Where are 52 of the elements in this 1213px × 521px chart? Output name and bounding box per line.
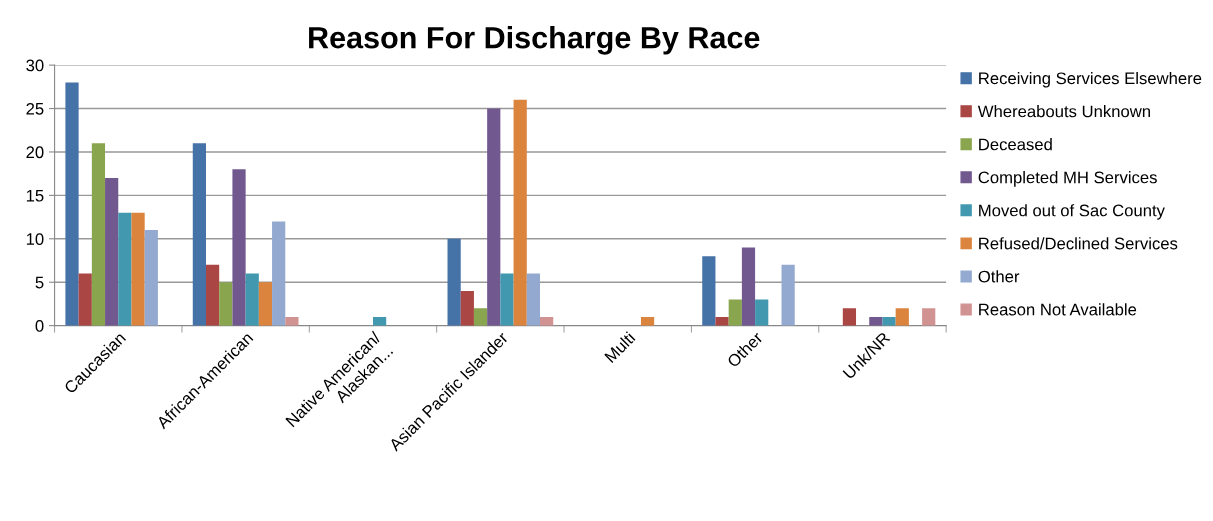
bar bbox=[715, 316, 729, 326]
bar bbox=[842, 308, 857, 326]
bar bbox=[487, 108, 501, 326]
bar bbox=[540, 316, 554, 326]
bar bbox=[245, 273, 259, 326]
legend-label: Whereabouts Unknown bbox=[977, 105, 1150, 118]
bar bbox=[118, 212, 132, 326]
legend-label: Moved out of Sac County bbox=[979, 204, 1165, 220]
bar bbox=[513, 99, 527, 326]
bar bbox=[741, 247, 756, 326]
bar bbox=[526, 273, 540, 326]
y-tick-label: 10 bbox=[26, 233, 44, 245]
bar bbox=[105, 178, 119, 326]
legend-label: Other bbox=[978, 270, 1020, 283]
bar bbox=[500, 273, 514, 326]
y-tick-label: 0 bbox=[35, 320, 44, 332]
y-tick-label: 25 bbox=[26, 102, 44, 115]
bar bbox=[192, 143, 206, 326]
bar bbox=[882, 316, 896, 326]
bar bbox=[895, 308, 909, 326]
y-tick-label: 15 bbox=[26, 189, 44, 202]
legend-label: Reason Not Available bbox=[979, 303, 1137, 316]
bar bbox=[728, 299, 742, 326]
bar bbox=[869, 316, 883, 326]
bar bbox=[373, 316, 387, 326]
bar bbox=[473, 308, 488, 326]
bar bbox=[144, 230, 158, 326]
bar bbox=[272, 221, 286, 326]
bar bbox=[205, 264, 220, 326]
bar bbox=[781, 264, 795, 326]
bar bbox=[460, 290, 474, 326]
bar bbox=[232, 169, 246, 326]
bar bbox=[219, 282, 233, 326]
bar bbox=[258, 282, 273, 326]
bar bbox=[755, 299, 769, 326]
legend-label: Deceased bbox=[979, 138, 1052, 151]
bar bbox=[640, 316, 655, 326]
bar bbox=[78, 273, 92, 326]
legend-label: Refused/Declined Services bbox=[979, 237, 1178, 250]
y-tick-label: 30 bbox=[26, 59, 44, 72]
bar bbox=[285, 316, 299, 326]
legend-label: Receiving Services Elsewhere bbox=[979, 71, 1202, 88]
bar bbox=[922, 308, 936, 326]
y-tick-label: 5 bbox=[35, 276, 44, 289]
legend-label: Completed MH Services bbox=[978, 171, 1157, 187]
bar bbox=[131, 212, 145, 326]
chart-title: Reason For Discharge By Race bbox=[309, 26, 760, 55]
bar bbox=[65, 82, 79, 326]
bar bbox=[91, 143, 106, 326]
y-tick-label: 20 bbox=[26, 146, 44, 159]
bar bbox=[702, 256, 716, 326]
bar bbox=[447, 238, 461, 326]
